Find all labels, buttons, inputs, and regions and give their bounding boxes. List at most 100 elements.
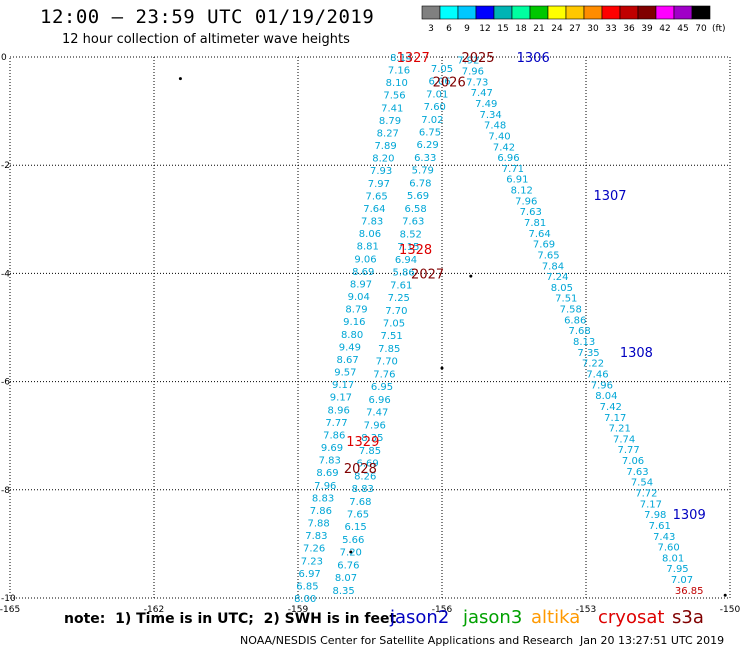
wave-height-value: 8.35 — [361, 433, 383, 444]
wave-height-value: 7.42 — [493, 142, 515, 153]
x-tick-label: -150 — [720, 605, 740, 615]
island-mark — [178, 77, 182, 81]
page-subtitle: 12 hour collection of altimeter wave hei… — [62, 32, 350, 47]
wave-height-value: 7.77 — [325, 418, 347, 429]
pass-number-label: 1327 — [397, 51, 430, 66]
colorbar-label: 33 — [605, 24, 616, 34]
wave-height-value: 6.58 — [404, 204, 426, 215]
colorbar-legend: 3 6 9 12 15 18 21 24 27 30 33 36 39 42 45 70 (ft) — [421, 5, 726, 34]
wave-height-value: 7.34 — [480, 110, 502, 121]
wave-height-value: 7.47 — [471, 88, 493, 99]
wave-height-value: 7.64 — [528, 229, 550, 240]
wave-height-value: 7.65 — [537, 250, 559, 261]
wave-height-value: 6.69 — [356, 459, 378, 470]
wave-height-value: 7.83 — [319, 456, 341, 467]
wave-height-value: 8.01 — [662, 553, 684, 564]
wave-height-value: 7.72 — [635, 489, 657, 500]
wave-height-value: 8.97 — [350, 279, 372, 290]
wave-height-value: 7.22 — [582, 359, 604, 370]
wave-height-value: 8.04 — [595, 391, 617, 402]
wave-height-value: 7.48 — [484, 121, 506, 132]
wave-height-value: 7.69 — [533, 240, 555, 251]
wave-height-value: 7.96 — [364, 420, 386, 431]
wave-height-value: 8.12 — [511, 186, 533, 197]
wave-height-value: 7.63 — [520, 207, 542, 218]
wave-height-value: 7.93 — [370, 166, 392, 177]
wave-height-value: 7.17 — [604, 413, 626, 424]
wave-height-value: 7.71 — [502, 164, 524, 175]
colorbar-label: 30 — [587, 24, 599, 34]
wave-height-value: 7.85 — [359, 446, 381, 457]
wave-height-value: 6.75 — [419, 127, 441, 138]
wave-height-value: 6.78 — [409, 178, 431, 189]
wave-height-value: 8.69 — [316, 468, 338, 479]
wave-height-value: 7.86 — [310, 506, 332, 517]
sat-legend-jason3: jason3 — [463, 607, 523, 628]
wave-height-value: 5.66 — [342, 535, 364, 546]
pass-number-label: 1309 — [673, 508, 706, 523]
sat-legend-altika: altika — [531, 607, 581, 628]
y-tick-label: -10 — [1, 594, 16, 604]
colorbar-label: 9 — [464, 24, 470, 34]
wave-height-value: 7.46 — [586, 369, 608, 380]
wave-height-value: 8.27 — [377, 128, 399, 139]
wave-height-value: 7.73 — [466, 77, 488, 88]
colorbar-label: 18 — [515, 24, 527, 34]
wave-height-value: 9.57 — [334, 368, 356, 379]
wave-height-value: 8.67 — [336, 355, 358, 366]
wave-height-value: 7.56 — [383, 91, 405, 102]
wave-height-value: 7.61 — [390, 280, 412, 291]
colorbar-label: 12 — [479, 24, 490, 34]
wave-height-value: 8.07 — [335, 573, 357, 584]
sat-legend-s3a: s3a — [672, 607, 704, 628]
wave-height-value: 9.17 — [330, 393, 352, 404]
wave-height-value: 7.98 — [644, 510, 666, 521]
wave-height-value: 7.23 — [301, 556, 323, 567]
wave-height-value: 7.96 — [462, 67, 484, 78]
wave-height-value: 7.96 — [515, 196, 537, 207]
pass-number-label: 1329 — [346, 435, 379, 450]
pass-number-label: 2025 — [461, 51, 494, 66]
wave-height-value: 7.16 — [388, 66, 410, 77]
colorbar-label: 21 — [533, 24, 544, 34]
x-tick-label: -153 — [576, 605, 596, 615]
wave-height-value: 7.68 — [349, 497, 371, 508]
pass-number-label: 1307 — [593, 189, 626, 204]
pass-number-label: 1306 — [517, 51, 550, 66]
wave-height-value: 7.54 — [631, 478, 653, 489]
wave-height-value: 7.01 — [426, 89, 448, 100]
colorbar-label: 39 — [641, 24, 653, 34]
colorbar-label: 27 — [569, 24, 580, 34]
wave-height-value: 8.52 — [400, 229, 422, 240]
wave-height-value: 6.97 — [299, 569, 321, 580]
page-title: 12:00 — 23:59 UTC 01/19/2019 — [40, 6, 375, 28]
wave-height-value: 6.76 — [337, 560, 359, 571]
wave-height-value: 7.05 — [383, 318, 405, 329]
wave-height-value: 7.65 — [347, 509, 369, 520]
island-mark — [723, 593, 727, 597]
wave-height-value: 7.47 — [366, 408, 388, 419]
wave-height-value: 8.69 — [352, 267, 374, 278]
wave-height-value: 7.24 — [546, 272, 568, 283]
wave-height-value: 7.42 — [600, 402, 622, 413]
x-tick-label: -162 — [144, 605, 164, 615]
wave-height-value: 7.25 — [388, 293, 410, 304]
wave-height-value: 7.64 — [363, 204, 385, 215]
wave-height-value: 8.00 — [294, 594, 316, 605]
wave-height-value: 6.94 — [395, 255, 417, 266]
wave-height-value: 8.79 — [379, 116, 401, 127]
wave-height-value: 8.06 — [359, 229, 381, 240]
wave-height-value: 6.29 — [416, 140, 438, 151]
x-tick-label: -159 — [288, 605, 309, 615]
wave-height-value: 7.76 — [373, 369, 395, 380]
wave-height-value: 7.41 — [381, 103, 403, 114]
wave-height-value: 5.86 — [392, 268, 414, 279]
wave-height-value: 6.95 — [371, 382, 393, 393]
wave-height-value: 7.96 — [591, 380, 613, 391]
wave-height-value: 5.69 — [407, 191, 429, 202]
wave-height-value: 7.35 — [577, 348, 599, 359]
wave-height-value: 7.81 — [524, 218, 546, 229]
wave-height-value: 7.85 — [378, 344, 400, 355]
y-tick-label: -2 — [1, 161, 10, 171]
wave-height-value: 6.86 — [564, 315, 586, 326]
